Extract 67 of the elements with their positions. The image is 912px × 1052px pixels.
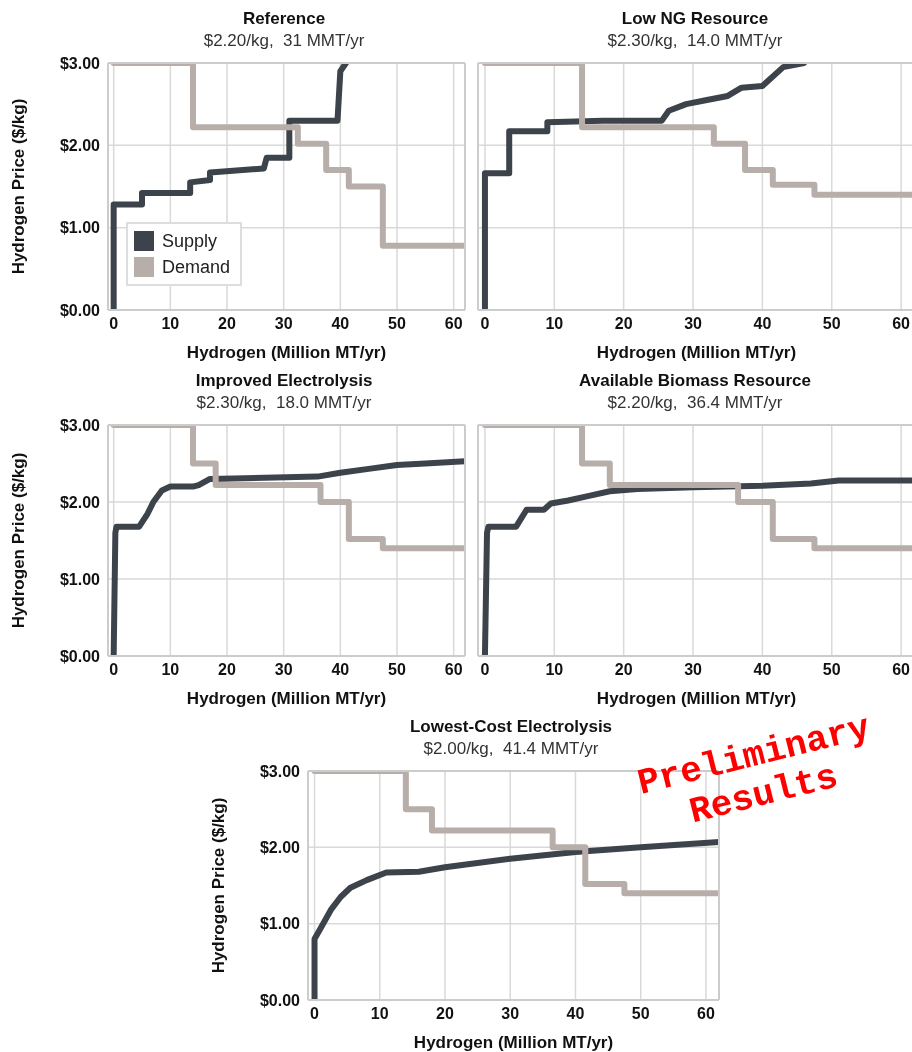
x-tick-label: 60 bbox=[892, 315, 911, 333]
x-axis-title: Hydrogen (Million MT/yr) bbox=[596, 689, 797, 708]
x-tick-label: 20 bbox=[614, 661, 633, 679]
y-tick-label: $1.00 bbox=[59, 219, 101, 237]
x-tick-label: 0 bbox=[109, 315, 119, 333]
x-tick-label: 60 bbox=[697, 1005, 715, 1023]
y-tick-label: $0.00 bbox=[59, 301, 101, 319]
x-tick-label: 50 bbox=[822, 315, 841, 333]
y-axis-title: Hydrogen Price ($/kg) bbox=[9, 452, 29, 629]
y-axis-title: Hydrogen Price ($/kg) bbox=[209, 797, 229, 974]
x-tick-label: 10 bbox=[545, 661, 564, 679]
x-axis-title: Hydrogen (Million MT/yr) bbox=[186, 689, 387, 708]
chart-title: Reference bbox=[241, 8, 327, 30]
x-axis-title: Hydrogen (Million MT/yr) bbox=[186, 343, 387, 362]
x-tick-label: 10 bbox=[161, 315, 180, 333]
x-tick-label: 0 bbox=[109, 661, 119, 679]
chart-subtitle: $2.00/kg, 41.4 MMT/yr bbox=[423, 739, 599, 758]
x-tick-label: 30 bbox=[684, 661, 703, 679]
x-axis-title: Hydrogen (Million MT/yr) bbox=[596, 343, 797, 362]
chart-title: Available Biomass Resource bbox=[578, 370, 812, 392]
x-tick-label: 30 bbox=[274, 315, 293, 333]
legend-label: Supply bbox=[162, 230, 218, 253]
y-axis-title: Hydrogen Price ($/kg) bbox=[9, 98, 29, 275]
x-tick-label: 10 bbox=[370, 1005, 389, 1023]
y-tick-label: $1.00 bbox=[59, 570, 101, 588]
y-tick-label: $3.00 bbox=[59, 54, 101, 72]
chart-subtitle: $2.30/kg, 14.0 MMT/yr bbox=[606, 30, 784, 52]
x-tick-label: 30 bbox=[501, 1005, 520, 1023]
chart-title: Lowest-Cost Electrolysis bbox=[409, 717, 613, 736]
chart-subtitle: $2.20/kg, 31 MMT/yr bbox=[202, 30, 366, 52]
x-tick-label: 60 bbox=[444, 315, 463, 333]
y-tick-label: $2.00 bbox=[259, 839, 301, 857]
x-tick-label: 40 bbox=[753, 661, 772, 679]
x-tick-label: 40 bbox=[753, 315, 772, 333]
x-tick-label: 10 bbox=[161, 661, 180, 679]
x-tick-label: 10 bbox=[545, 315, 564, 333]
x-tick-label: 30 bbox=[684, 315, 703, 333]
x-tick-label: 20 bbox=[614, 315, 633, 333]
x-tick-label: 0 bbox=[480, 661, 490, 679]
x-tick-label: 60 bbox=[444, 661, 463, 679]
x-tick-label: 40 bbox=[331, 315, 350, 333]
chart-title: Low NG Resource bbox=[620, 8, 770, 30]
x-tick-label: 50 bbox=[388, 315, 406, 333]
x-tick-label: 0 bbox=[310, 1005, 320, 1023]
x-tick-label: 50 bbox=[631, 1005, 650, 1023]
legend-label: Demand bbox=[162, 256, 231, 279]
x-tick-label: 50 bbox=[388, 661, 406, 679]
chart-subtitle: $2.20/kg, 36.4 MMT/yr bbox=[606, 392, 784, 414]
x-tick-label: 40 bbox=[331, 661, 350, 679]
chart-title: Improved Electrolysis bbox=[194, 370, 374, 392]
x-tick-label: 20 bbox=[218, 661, 236, 679]
y-tick-label: $0.00 bbox=[59, 647, 101, 665]
x-axis-title: Hydrogen (Million MT/yr) bbox=[413, 1033, 614, 1052]
y-tick-label: $3.00 bbox=[259, 762, 301, 780]
y-tick-label: $2.00 bbox=[59, 137, 101, 155]
y-tick-label: $1.00 bbox=[259, 915, 301, 933]
y-tick-label: $3.00 bbox=[59, 416, 101, 434]
x-tick-label: 60 bbox=[892, 661, 911, 679]
chart-subtitle: $2.30/kg, 18.0 MMT/yr bbox=[195, 392, 373, 414]
x-tick-label: 20 bbox=[436, 1005, 454, 1023]
y-tick-label: $0.00 bbox=[259, 991, 301, 1009]
y-tick-label: $2.00 bbox=[59, 493, 101, 511]
x-tick-label: 30 bbox=[274, 661, 293, 679]
x-tick-label: 50 bbox=[822, 661, 841, 679]
x-tick-label: 40 bbox=[566, 1005, 585, 1023]
x-tick-label: 0 bbox=[480, 315, 490, 333]
x-tick-label: 20 bbox=[218, 315, 236, 333]
